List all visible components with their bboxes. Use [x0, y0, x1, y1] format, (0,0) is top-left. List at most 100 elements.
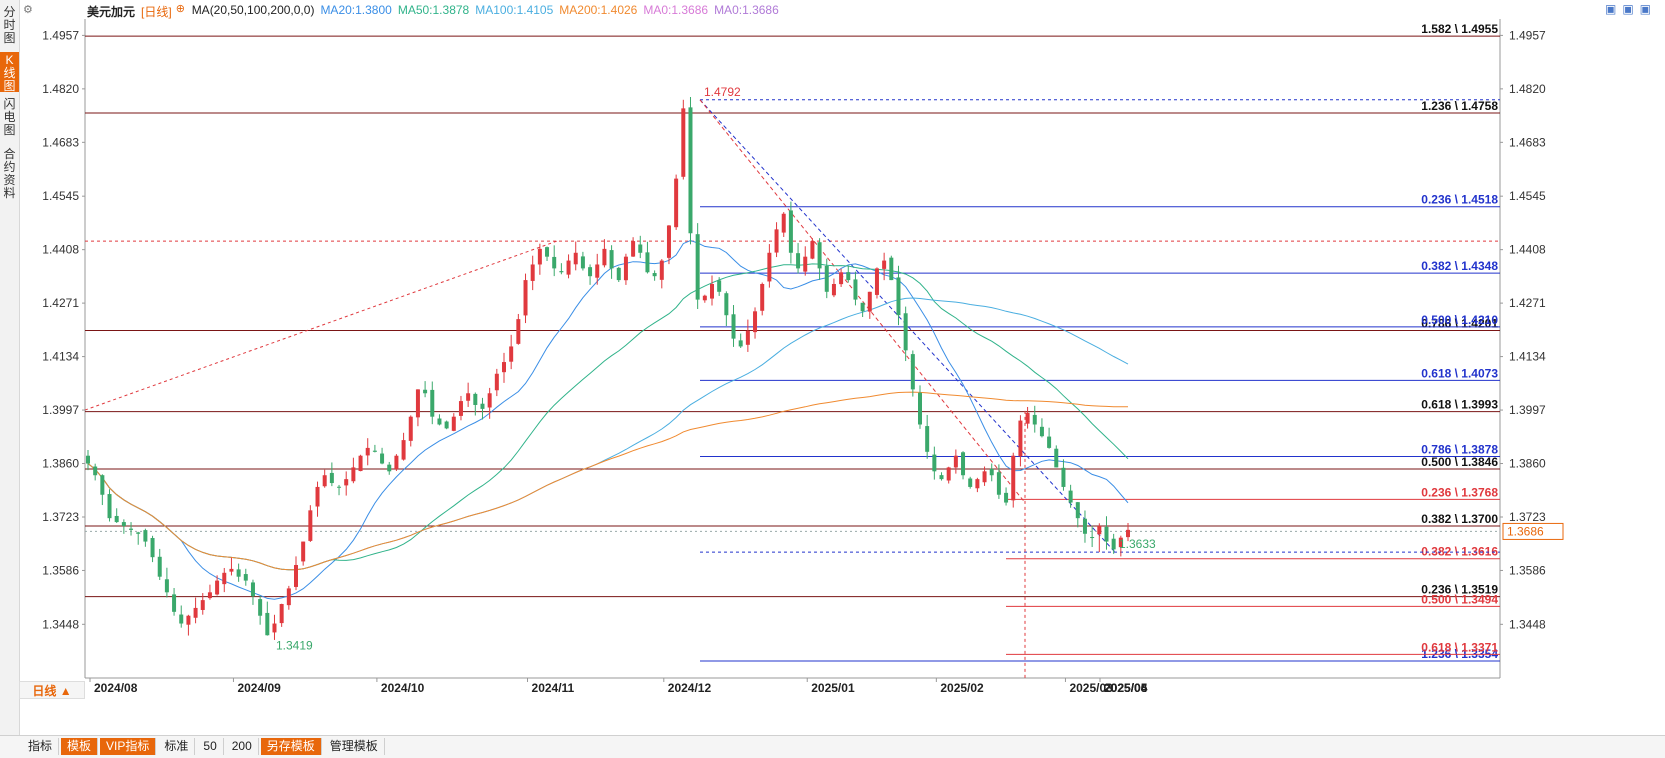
bottom-tab-3[interactable]: 标准 [158, 738, 196, 755]
candle-body [631, 241, 636, 257]
candle-body [1032, 414, 1037, 425]
candle-body [129, 528, 134, 530]
fib-label-black: 0.236 \ 1.3519 [1421, 583, 1498, 597]
fib-label-blue: 0.618 \ 1.4073 [1421, 366, 1498, 380]
bottom-tab-1[interactable]: 模板 [61, 738, 99, 755]
symbol-name: 美元加元 [87, 5, 136, 19]
candle-body [1075, 502, 1080, 519]
candle-body [380, 453, 385, 464]
candle-body [961, 452, 966, 476]
candle-body [810, 241, 815, 259]
fib-label-blue: 0.786 \ 1.3878 [1421, 442, 1498, 456]
candle-body [458, 401, 463, 416]
candle-body [874, 268, 879, 295]
trendline-red-up [84, 240, 558, 411]
bottom-tab-5[interactable]: 200 [226, 738, 259, 755]
candle-body [537, 248, 542, 265]
x-tick-label: 2025/04 [1104, 681, 1148, 695]
candle-body [1054, 448, 1059, 468]
candle-body [609, 250, 614, 269]
price-annotation: 1.3633 [1119, 537, 1156, 551]
y-tick-left: 1.3586 [42, 563, 79, 577]
candle-body [1025, 412, 1030, 424]
candle-body [566, 260, 571, 275]
candle-body [258, 599, 263, 616]
candle-body [329, 472, 334, 484]
add-indicator-icon[interactable]: ⊕ [175, 3, 185, 15]
candle-body [164, 579, 169, 593]
candlestick-chart[interactable]: 1.4957 1.4820 1.4683 1.4545 1.4408 1.4271 1.41… [0, 0, 1665, 735]
candle-body [767, 252, 772, 282]
candle-body [121, 522, 126, 526]
candle-body [616, 267, 621, 281]
candle-body [473, 393, 478, 405]
candle-body [502, 362, 506, 373]
candle-body [731, 314, 736, 339]
x-tick-label: 2024/11 [532, 681, 575, 695]
candle-body [724, 293, 729, 316]
trendline-blue-down [699, 99, 1116, 553]
candle-body [882, 260, 887, 269]
sidebar-tab-3[interactable]: 合约资料 [3, 147, 16, 200]
candle-body [344, 479, 349, 486]
bottom-tab-7[interactable]: 管理模板 [324, 738, 385, 755]
candle-body [989, 468, 994, 476]
candle-body [200, 600, 205, 610]
candle-body [623, 256, 628, 281]
candle-body [1011, 455, 1016, 501]
ma-params: MA(20,50,100,200,0,0) [191, 3, 315, 17]
candle-body [580, 256, 585, 269]
candle-body [430, 389, 435, 417]
candle-body [286, 588, 291, 606]
ma-value-5: MA0:1.3686 [714, 3, 779, 17]
y-tick-right: 1.4545 [1509, 189, 1546, 203]
candle-body [889, 257, 894, 281]
candle-body [1118, 537, 1123, 548]
ma-line-2 [87, 297, 1129, 571]
candle-body [358, 455, 363, 472]
chart-tool-icons[interactable]: ▣▣▣ [1604, 2, 1657, 16]
ma-line-1 [87, 263, 1129, 571]
candle-body [996, 472, 1001, 495]
x-tick-label: 2025/02 [940, 681, 984, 695]
ma-line-3 [87, 391, 1128, 571]
candle-body [953, 455, 958, 468]
candle-body [545, 247, 550, 257]
candle-body [681, 108, 686, 177]
candle-body [222, 572, 227, 585]
sidebar-tab-2[interactable]: 闪电图 [3, 97, 16, 137]
candle-body [918, 392, 922, 425]
candle-body [136, 532, 141, 534]
candle-body [588, 267, 593, 277]
period-selector-button[interactable]: 日线 ▲ [19, 681, 85, 699]
candle-body [1104, 526, 1109, 542]
y-tick-left: 1.4820 [42, 82, 79, 96]
current-price-tag[interactable] [1502, 522, 1564, 540]
fib-label-red: 0.618 \ 1.3371 [1421, 640, 1498, 654]
candle-body [415, 389, 420, 418]
candle-body [674, 178, 679, 228]
candle-body [745, 330, 750, 345]
fib-label-red: 0.236 \ 1.3768 [1421, 485, 1498, 499]
candle-body [1068, 490, 1073, 503]
period-label: [日线] [141, 5, 172, 19]
bottom-tab-0[interactable]: 指标 [22, 738, 60, 755]
y-tick-left: 1.4271 [42, 296, 79, 310]
candle-body [186, 615, 191, 625]
candle-body [774, 229, 779, 253]
bottom-tab-2[interactable]: VIP指标 [100, 738, 157, 755]
candle-body [387, 464, 392, 472]
candle-body [903, 313, 908, 351]
candle-body [480, 403, 485, 409]
candle-body [982, 471, 987, 483]
sidebar-tab-0[interactable]: 分时图 [3, 5, 16, 45]
settings-gear-icon[interactable]: ⚙ [23, 4, 33, 16]
candle-body [294, 564, 298, 587]
candle-body [272, 623, 277, 633]
bottom-tab-6[interactable]: 另存模板 [260, 738, 322, 755]
candle-body [695, 234, 700, 300]
bottom-tab-4[interactable]: 50 [197, 738, 224, 755]
candle-body [1047, 436, 1052, 448]
candle-body [1090, 537, 1095, 539]
